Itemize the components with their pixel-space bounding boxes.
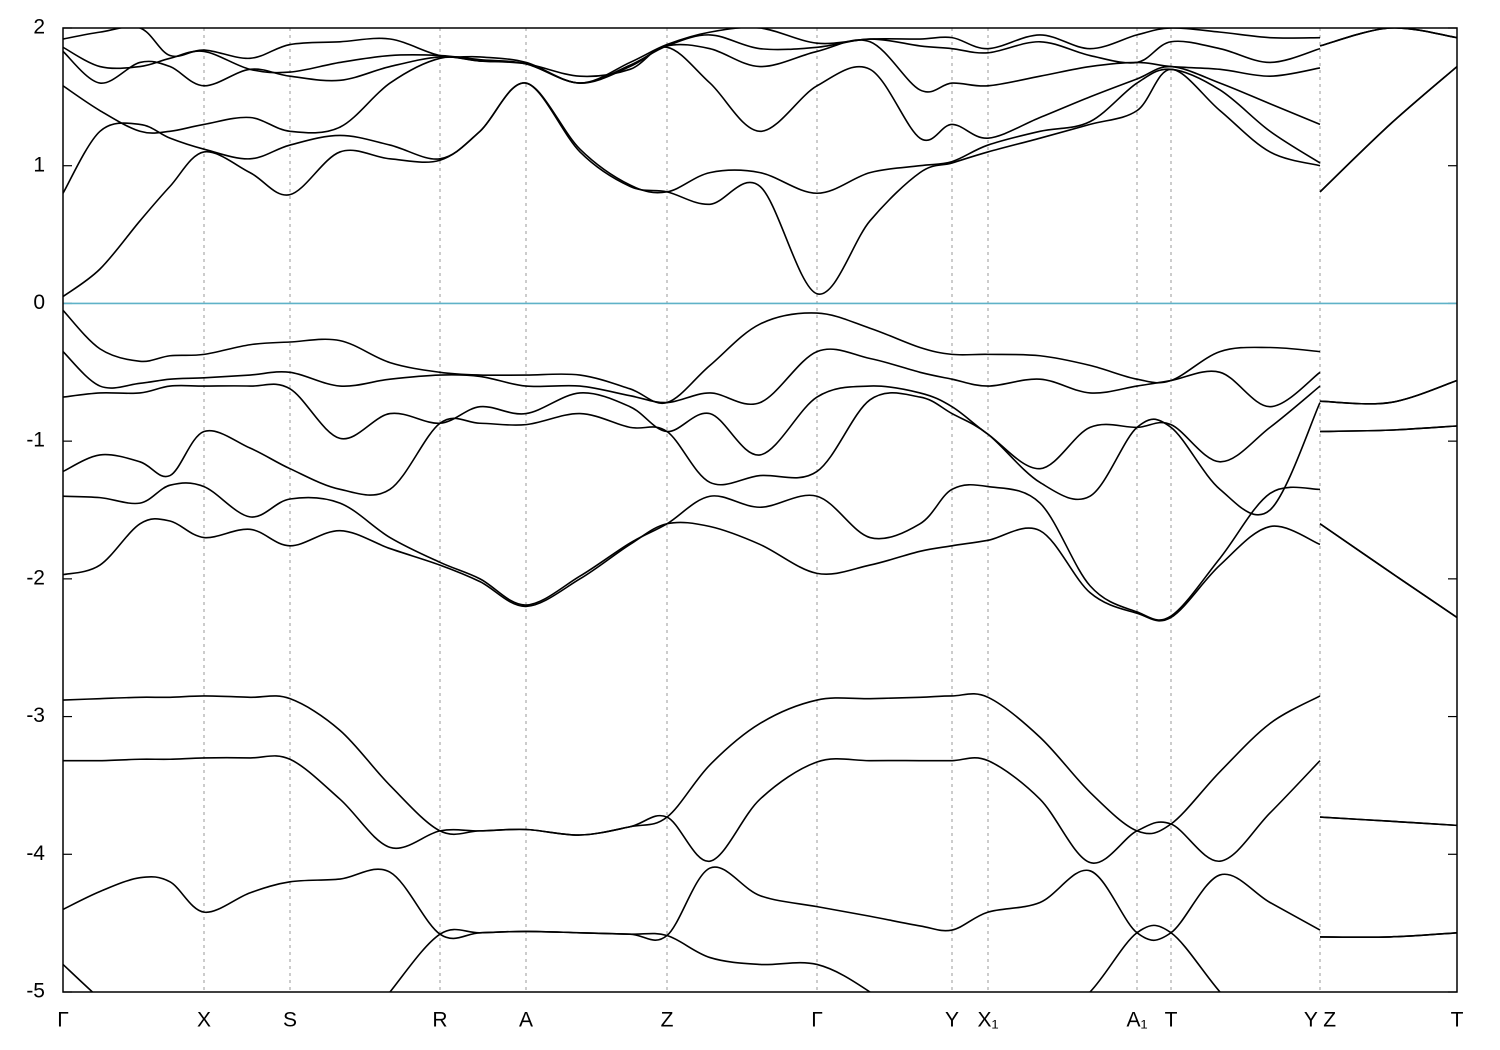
bands [63,28,1457,992]
band-line [63,392,1457,516]
plot-frame [62,27,1458,993]
band-line [63,517,1457,622]
x-tick-label: Γ [811,1009,823,1032]
band-line [63,28,1321,84]
band-line [63,924,1457,992]
band-line [63,693,1457,836]
y-tick-label: -3 [26,704,45,727]
x-tick-label: A₁ [1126,1009,1147,1032]
band-line [63,28,1457,93]
band-line [63,348,1457,408]
y-tick-label: -4 [26,842,45,865]
band-line [63,65,1457,298]
band-line [63,866,1457,942]
x-tick-label: T [1165,1009,1178,1032]
band-line [63,28,1457,142]
band-line [63,309,1457,405]
y-tick-label: -2 [26,566,45,589]
x-tick-label: Y Z [1304,1009,1336,1032]
x-tick-label: Y [945,1009,959,1032]
band-line [63,383,1457,470]
x-tick-label: Z [661,1009,674,1032]
band-line [63,482,1457,621]
y-tick-label: 2 [33,16,45,39]
x-tick-label: A [519,1009,533,1032]
band-line [63,65,1457,195]
band-line [63,34,1321,84]
x-tick-label: X₁ [977,1009,998,1032]
y-tick-label: -1 [26,429,45,452]
y-tick-label: -5 [26,980,45,1003]
y-tick-label: 0 [33,291,45,314]
axis-labels: 2 1 0 -1 -2 -3 -4 -5 Γ X S R A Z Γ Y X₁ A₁ T Y Z T [26,16,1463,1032]
x-tick-label: Γ [57,1009,69,1032]
x-tick-label: T [1451,1009,1464,1032]
x-tick-label: S [283,1009,297,1032]
x-tick-label: X [197,1009,211,1032]
x-tick-label: R [432,1009,447,1032]
y-tick-label: 1 [33,153,45,176]
band-line [63,755,1457,864]
